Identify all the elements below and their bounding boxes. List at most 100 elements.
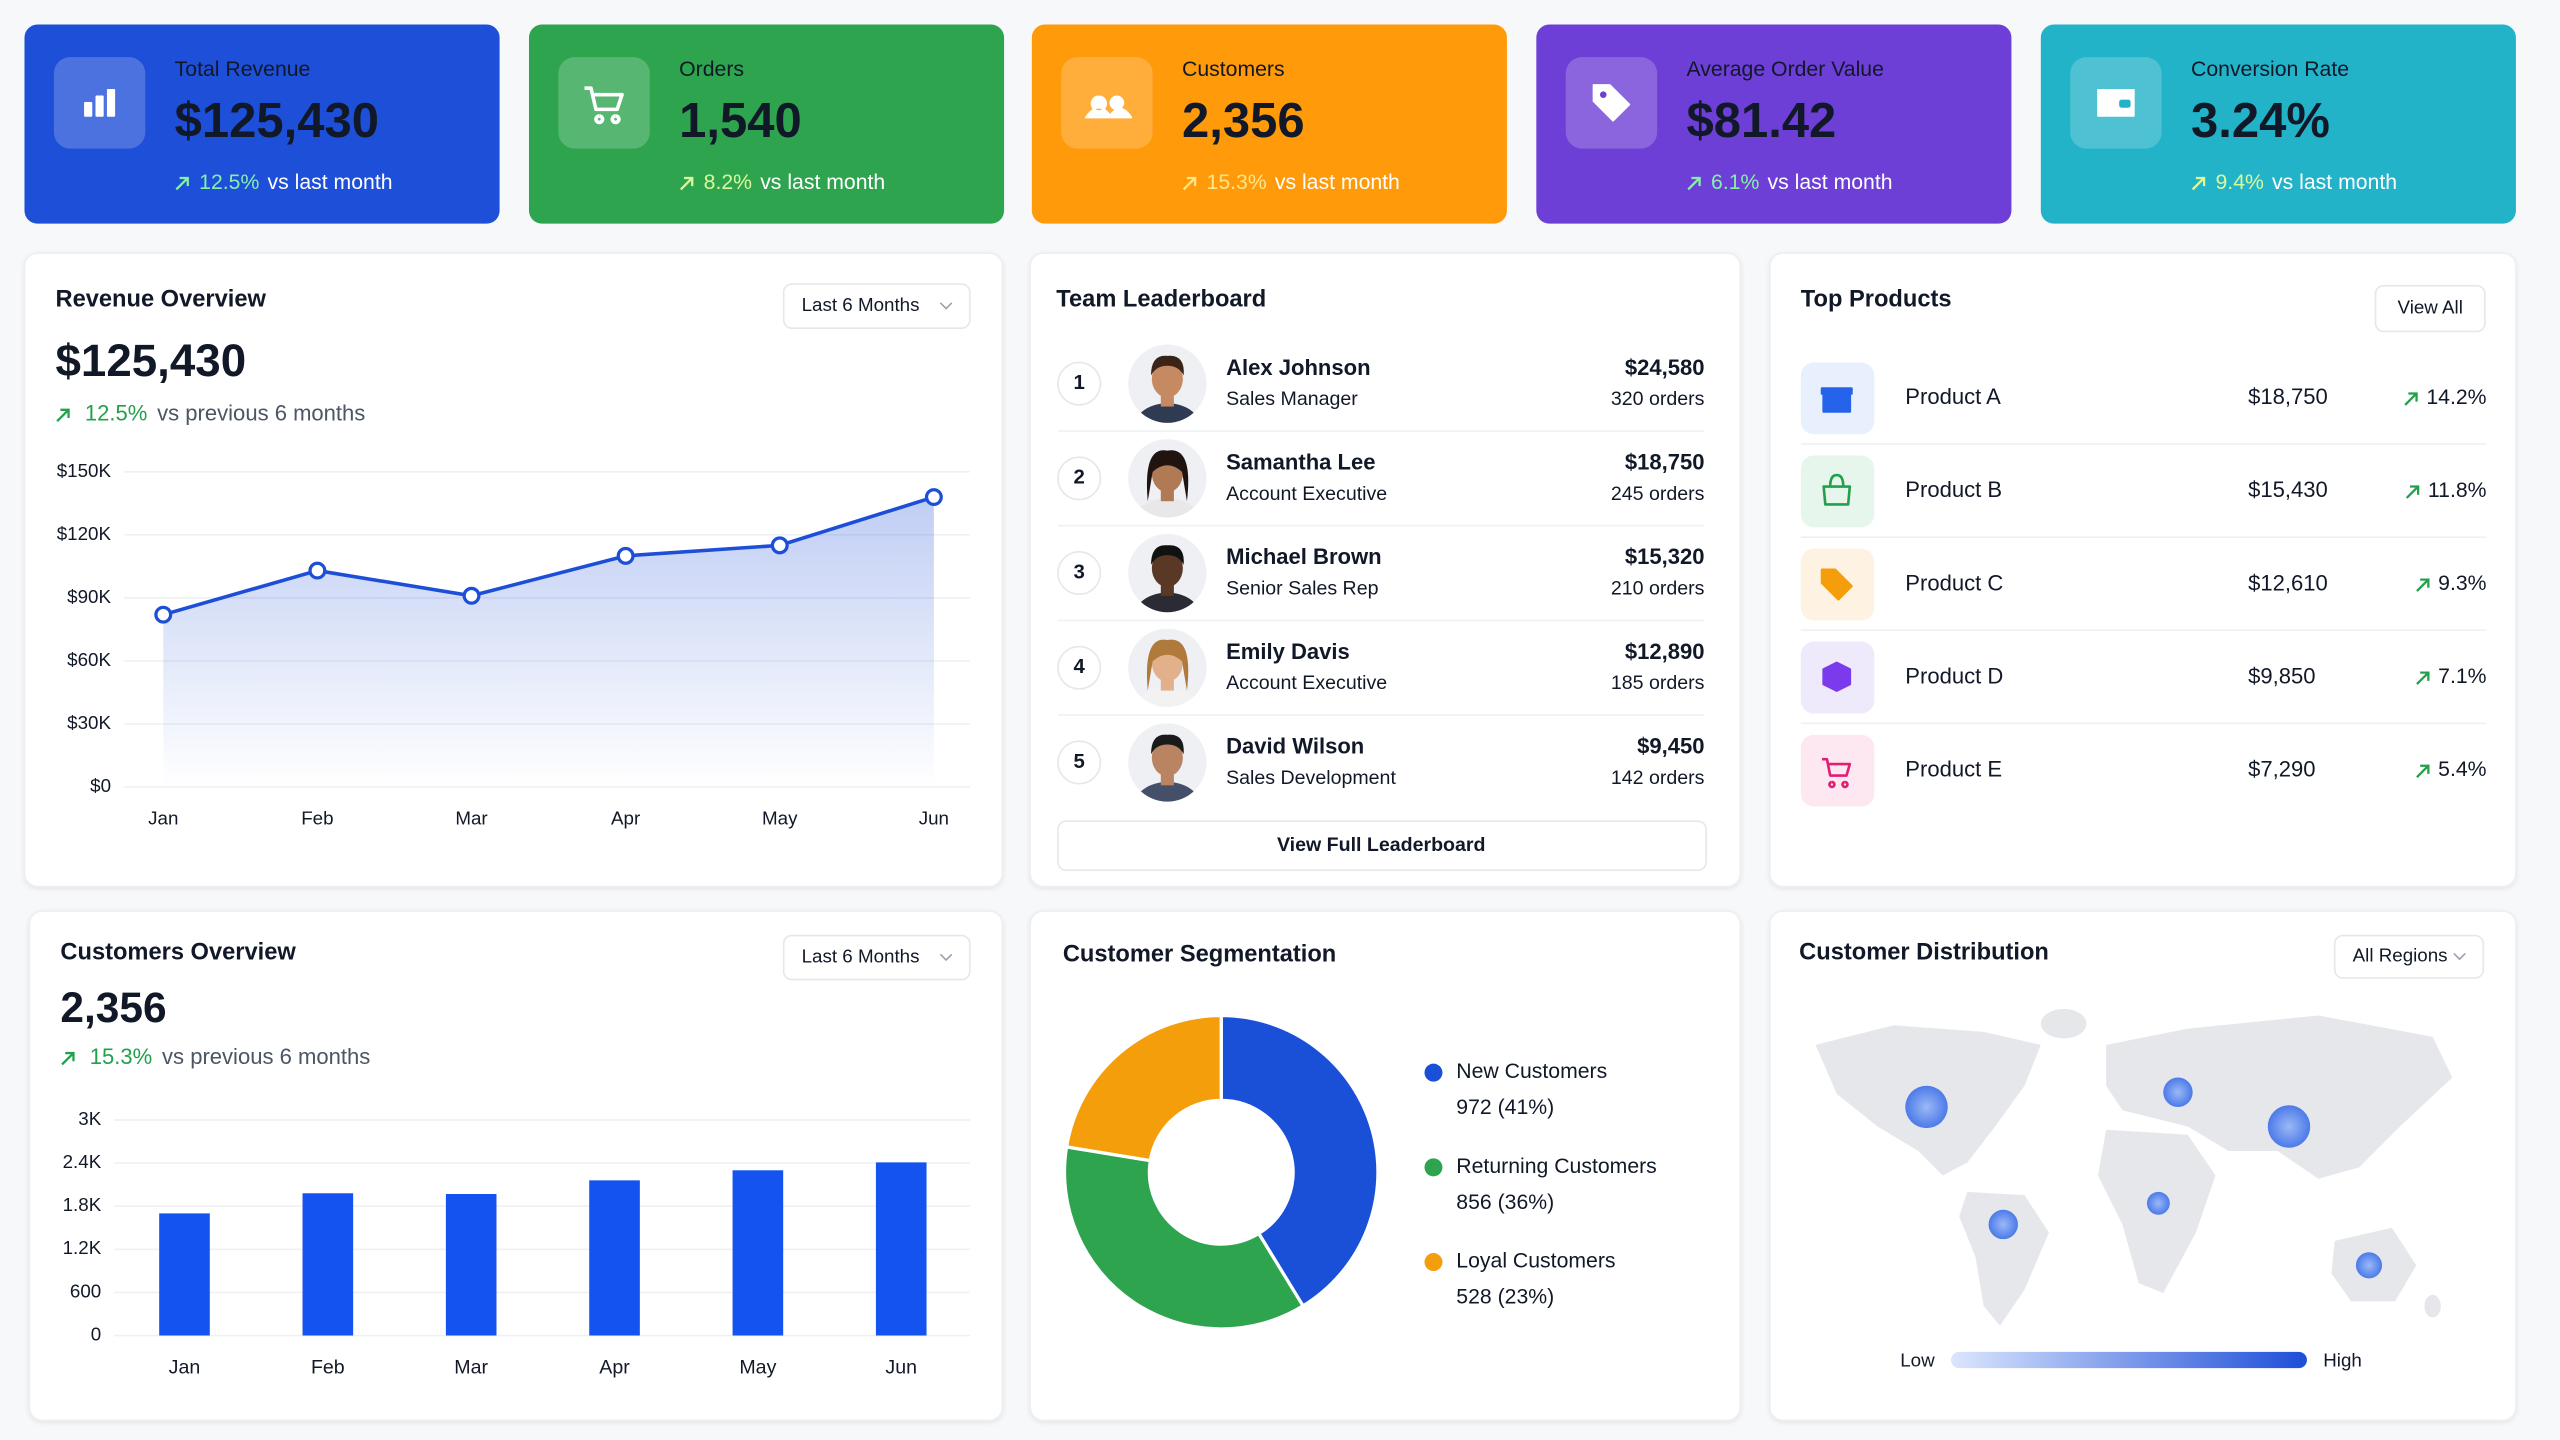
product-amount: $15,430 bbox=[2248, 477, 2328, 502]
kpi-value: $125,430 bbox=[175, 94, 379, 148]
legend-low: Low bbox=[1900, 1350, 1935, 1371]
trend-arrow bbox=[2416, 764, 2430, 778]
y-tick-label: $150K bbox=[57, 460, 112, 481]
chevron bbox=[939, 953, 953, 962]
kpi-change-value: 9.4% bbox=[2216, 170, 2264, 193]
trend-arrow bbox=[175, 176, 189, 191]
product-icon bbox=[1822, 473, 1852, 506]
y-tick-label: $30K bbox=[67, 712, 111, 733]
map-bubble bbox=[2267, 1105, 2311, 1148]
legend-value: 972 (41%) bbox=[1456, 1096, 1554, 1119]
kpi-change-note: vs last month bbox=[760, 170, 885, 193]
member-name: Emily Davis bbox=[1226, 639, 1350, 664]
product-name: Product C bbox=[1905, 570, 2003, 595]
trend-arrow bbox=[2191, 176, 2206, 191]
product-icon bbox=[1820, 387, 1853, 413]
area bbox=[163, 497, 934, 787]
kpi-value: 1,540 bbox=[679, 94, 802, 148]
kpi-label: Customers bbox=[1182, 58, 1285, 81]
kpi-card bbox=[1031, 24, 1507, 224]
legend-value: 528 (23%) bbox=[1456, 1286, 1554, 1309]
line bbox=[162, 495, 935, 617]
x-tick-label: May bbox=[739, 1356, 776, 1378]
view-all-button[interactable] bbox=[2374, 284, 2486, 333]
product-name: Product E bbox=[1905, 756, 2002, 781]
kpi-change: 8.2% vs last month bbox=[704, 170, 886, 193]
overview-change-note: vs previous 6 months bbox=[157, 401, 365, 426]
kpi-icon bbox=[584, 86, 624, 125]
kpi-change-note: vs last month bbox=[2272, 170, 2397, 193]
legend-high: High bbox=[2323, 1350, 2362, 1371]
filter-dropdown[interactable] bbox=[782, 283, 971, 329]
region-dropdown[interactable] bbox=[2333, 934, 2485, 979]
rank: 4 bbox=[1074, 656, 1086, 678]
filter-dropdown[interactable] bbox=[782, 934, 971, 981]
member-name: David Wilson bbox=[1226, 734, 1364, 759]
donut-segment bbox=[1064, 1013, 1223, 1163]
kpi-change-value: 15.3% bbox=[1207, 170, 1267, 193]
rank-badge bbox=[1057, 740, 1102, 785]
legend-dot bbox=[1424, 1158, 1443, 1177]
kpi-value: $81.42 bbox=[1687, 94, 1837, 148]
trend-arrow bbox=[56, 408, 70, 423]
member-role: Senior Sales Rep bbox=[1226, 578, 1378, 600]
member-amount: $18,750 bbox=[1625, 450, 1705, 475]
kpi-change: 15.3% vs last month bbox=[1207, 170, 1400, 193]
trend-arrow bbox=[1687, 176, 1701, 191]
member-name: Alex Johnson bbox=[1226, 355, 1370, 380]
region-dropdown-label: All Regions bbox=[2353, 945, 2448, 966]
member-orders: 210 orders bbox=[1611, 578, 1705, 600]
rank-badge bbox=[1057, 456, 1102, 501]
member-amount: $12,890 bbox=[1625, 639, 1705, 664]
map-legend-scale bbox=[1951, 1351, 2307, 1369]
point bbox=[462, 586, 481, 605]
legend-label: Returning Customers bbox=[1456, 1155, 1656, 1178]
y-tick-label: 2.4K bbox=[63, 1151, 102, 1172]
member-amount: $24,580 bbox=[1625, 355, 1705, 380]
bar bbox=[302, 1193, 354, 1336]
rank-badge bbox=[1057, 361, 1102, 406]
legend-label: New Customers bbox=[1456, 1060, 1607, 1083]
view-all-button-label: View All bbox=[2398, 297, 2463, 318]
trend-arrow bbox=[2416, 578, 2430, 592]
filter-dropdown-label: Last 6 Months bbox=[802, 946, 920, 967]
view-leaderboard-button[interactable] bbox=[1057, 820, 1707, 872]
product-amount: $7,290 bbox=[2248, 756, 2315, 781]
product-icon bbox=[1820, 568, 1853, 601]
kpi-icon bbox=[84, 88, 116, 117]
avatar-head bbox=[1151, 738, 1183, 777]
legend-dot bbox=[1424, 1253, 1443, 1272]
trend-arrow bbox=[1182, 176, 1197, 191]
y-tick-label: 1.2K bbox=[63, 1237, 102, 1258]
kpi-card bbox=[2040, 24, 2516, 224]
legend-label: Loyal Customers bbox=[1456, 1250, 1615, 1273]
map-bubble bbox=[2146, 1191, 2170, 1215]
avatar-hair bbox=[1151, 355, 1184, 376]
member-role: Sales Manager bbox=[1226, 388, 1358, 410]
member-role: Sales Development bbox=[1226, 767, 1396, 789]
x-tick-label: Feb bbox=[301, 808, 333, 829]
bar bbox=[732, 1170, 784, 1336]
kpi-label: Total Revenue bbox=[175, 58, 311, 81]
avatar-hair bbox=[1151, 734, 1184, 755]
kpi-change-note: vs last month bbox=[1275, 170, 1400, 193]
product-amount: $9,850 bbox=[2248, 663, 2315, 688]
legend-value: 856 (36%) bbox=[1456, 1191, 1554, 1214]
rank: 3 bbox=[1074, 561, 1085, 583]
point bbox=[924, 488, 943, 507]
card bbox=[1029, 252, 1742, 888]
card-title: Revenue Overview bbox=[56, 287, 267, 313]
kpi-card bbox=[1536, 24, 2012, 224]
avatar-hair bbox=[1146, 639, 1189, 691]
kpi-value: 2,356 bbox=[1182, 94, 1305, 148]
x-tick-label: May bbox=[762, 808, 798, 829]
rank: 2 bbox=[1074, 467, 1085, 489]
avatar-body bbox=[1134, 782, 1200, 802]
trend-arrow bbox=[2416, 671, 2430, 685]
legend-dot bbox=[1424, 1063, 1443, 1082]
avatar bbox=[1128, 439, 1207, 518]
kpi-change-note: vs last month bbox=[268, 170, 393, 193]
product-amount: $18,750 bbox=[2248, 384, 2328, 409]
